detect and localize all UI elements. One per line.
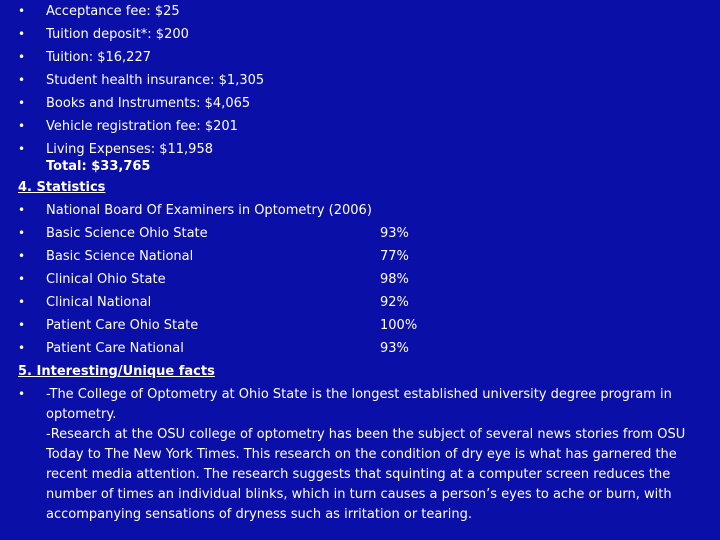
stat-value: 92% <box>380 295 409 310</box>
stat-value: 100% <box>380 318 418 333</box>
bullet-icon: • <box>18 73 26 87</box>
fact-paragraph-1: -The College of Optometry at Ohio State … <box>46 387 672 422</box>
bullet-icon: • <box>18 226 26 240</box>
stat-value: 77% <box>380 249 409 264</box>
bullet-icon: • <box>18 341 26 355</box>
fee-item-health-insurance: • Student health insurance: $1,305 <box>0 69 720 92</box>
fee-item-acceptance: • Acceptance fee: $25 <box>0 0 720 23</box>
statistics-intro: • National Board Of Examiners in Optomet… <box>0 199 720 222</box>
fee-text: Living Expenses: $11,958 <box>46 142 213 157</box>
fee-text: Vehicle registration fee: $201 <box>46 119 238 134</box>
stat-row: • Patient Care Ohio State 100% <box>0 314 720 337</box>
stat-row: • Basic Science National 77% <box>0 245 720 268</box>
statistics-heading: 4. Statistics <box>18 180 106 195</box>
facts-paragraphs: -The College of Optometry at Ohio State … <box>46 383 686 525</box>
bullet-icon: • <box>18 4 26 18</box>
fee-text: Student health insurance: $1,305 <box>46 73 265 88</box>
bullet-icon: • <box>18 318 26 332</box>
fee-text: Tuition: $16,227 <box>46 50 151 65</box>
stat-label: Clinical National <box>46 295 152 310</box>
fact-paragraph-2: -Research at the OSU college of optometr… <box>46 427 686 522</box>
fee-text: Books and Instruments: $4,065 <box>46 96 251 111</box>
facts-heading: 5. Interesting/Unique facts <box>18 364 215 379</box>
statistics-intro-text: National Board Of Examiners in Optometry… <box>46 203 372 218</box>
fee-text: Tuition deposit*: $200 <box>46 27 189 42</box>
fee-item-books: • Books and Instruments: $4,065 <box>0 92 720 115</box>
bullet-icon: • <box>18 96 26 110</box>
fees-total: Total: $33,765 <box>46 159 151 174</box>
stat-value: 93% <box>380 226 409 241</box>
bullet-icon: • <box>18 295 26 309</box>
bullet-icon: • <box>18 249 26 263</box>
stat-label: Patient Care National <box>46 341 184 356</box>
stat-value: 98% <box>380 272 409 287</box>
fee-item-vehicle: • Vehicle registration fee: $201 <box>0 115 720 138</box>
fee-item-tuition-deposit: • Tuition deposit*: $200 <box>0 23 720 46</box>
bullet-icon: • <box>18 119 26 133</box>
stat-row: • Patient Care National 93% <box>0 337 720 360</box>
bullet-icon: • <box>18 387 26 401</box>
stat-value: 93% <box>380 341 409 356</box>
bullet-icon: • <box>18 50 26 64</box>
stat-row: • Clinical National 92% <box>0 291 720 314</box>
stat-label: Clinical Ohio State <box>46 272 166 287</box>
bullet-icon: • <box>18 27 26 41</box>
fee-item-tuition: • Tuition: $16,227 <box>0 46 720 69</box>
facts-item: • -The College of Optometry at Ohio Stat… <box>0 383 720 525</box>
bullet-icon: • <box>18 203 26 217</box>
bullet-icon: • <box>18 272 26 286</box>
fee-item-living: • Living Expenses: $11,958 <box>0 138 720 161</box>
stat-label: Basic Science National <box>46 249 194 264</box>
fee-text: Acceptance fee: $25 <box>46 4 180 19</box>
stat-label: Patient Care Ohio State <box>46 318 199 333</box>
stat-label: Basic Science Ohio State <box>46 226 208 241</box>
stat-row: • Clinical Ohio State 98% <box>0 268 720 291</box>
stat-row: • Basic Science Ohio State 93% <box>0 222 720 245</box>
bullet-icon: • <box>18 142 26 156</box>
